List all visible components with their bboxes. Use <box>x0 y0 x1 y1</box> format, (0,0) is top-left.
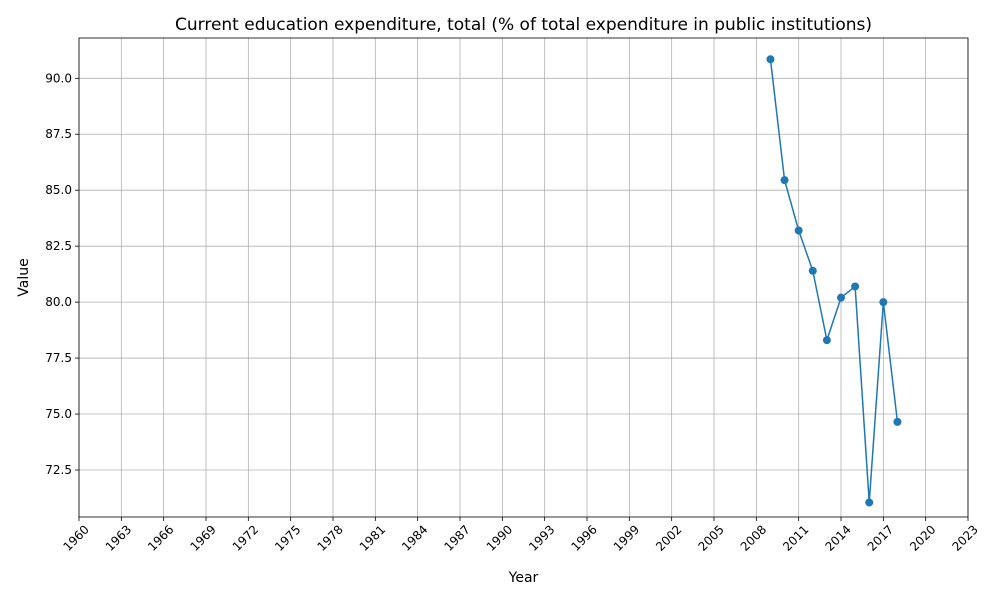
x-axis-title: Year <box>508 570 539 586</box>
chart-title: Current education expenditure, total (% … <box>175 15 872 35</box>
x-tick-label: 1990 <box>484 522 515 553</box>
plot-frame <box>78 37 969 518</box>
x-tick-label: 1987 <box>441 522 472 553</box>
axis-ticks: 1960 1963 1966 1969 1972 1975 1978 1981 1984 1987… <box>45 71 981 554</box>
data-point <box>879 298 888 307</box>
y-axis-title: Value <box>16 258 32 296</box>
data-point <box>865 498 874 507</box>
x-tick-label: 1993 <box>526 522 557 553</box>
y-tick-label: 80.0 <box>45 295 72 309</box>
x-tick-label: 1966 <box>145 522 176 553</box>
x-tick-label: 2020 <box>907 522 938 553</box>
y-tick-label: 82.5 <box>45 239 72 253</box>
x-tick-label: 1999 <box>611 522 642 553</box>
y-tick-label: 72.5 <box>45 463 72 477</box>
x-tick-label: 1963 <box>103 522 134 553</box>
x-tick-label: 2011 <box>780 522 811 553</box>
y-tick-label: 87.5 <box>45 127 72 141</box>
data-point <box>822 336 831 345</box>
x-tick-label: 1975 <box>272 522 303 553</box>
series-layer <box>766 55 902 507</box>
x-tick-label: 2005 <box>695 522 726 553</box>
x-tick-label: 1996 <box>568 522 599 553</box>
x-tick-label: 1960 <box>60 522 91 553</box>
data-point <box>766 55 775 64</box>
data-point <box>794 226 803 235</box>
y-tick-label: 75.0 <box>45 407 72 421</box>
data-point <box>808 266 817 275</box>
x-tick-label: 2008 <box>738 522 769 553</box>
y-tick-label: 85.0 <box>45 183 72 197</box>
x-tick-label: 2017 <box>865 522 896 553</box>
x-tick-label: 2014 <box>822 522 853 553</box>
data-point <box>851 282 860 291</box>
grid <box>78 38 969 517</box>
series-line <box>769 59 899 503</box>
y-tick-label: 77.5 <box>45 351 72 365</box>
x-tick-label: 1969 <box>187 522 218 553</box>
x-tick-label: 1972 <box>230 522 261 553</box>
y-tick-label: 90.0 <box>45 71 72 85</box>
data-point <box>780 176 789 185</box>
data-point <box>893 417 902 426</box>
data-point <box>837 293 845 302</box>
x-tick-label: 2002 <box>653 522 684 553</box>
x-tick-label: 1981 <box>357 522 388 553</box>
x-tick-label: 1984 <box>399 522 430 553</box>
x-tick-label: 1978 <box>314 522 345 553</box>
x-tick-label: 2023 <box>949 522 980 553</box>
